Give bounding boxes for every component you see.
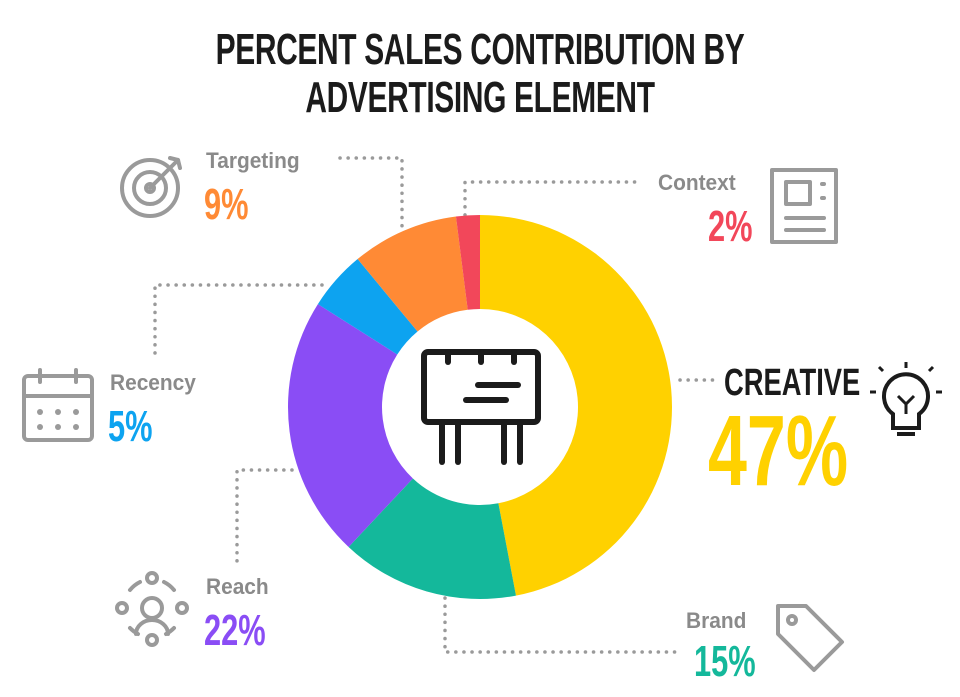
slice: [288, 304, 413, 547]
value-label: 22%: [204, 607, 266, 656]
value-label: 9%: [204, 181, 249, 230]
value-label: 2%: [708, 203, 753, 252]
value-label: 5%: [108, 403, 153, 452]
slice: [348, 478, 516, 600]
category-label: Reach: [206, 575, 269, 600]
slice: [455, 215, 480, 310]
slice: [317, 259, 418, 355]
category-label: CREATIVE: [724, 362, 860, 404]
category-label: Recency: [110, 371, 196, 396]
billboard-icon: [421, 349, 541, 465]
category-label: Context: [658, 171, 736, 196]
leader-lines: [153, 156, 716, 654]
value-label: 15%: [694, 638, 756, 687]
category-label: Brand: [686, 609, 746, 634]
chart-title: PERCENT SALES CONTRIBUTION BY ADVERTISIN…: [215, 25, 745, 122]
icons: [22, 156, 942, 672]
slice: [480, 215, 673, 596]
slice: [357, 216, 468, 332]
donut: [288, 215, 673, 600]
value-label: 47%: [708, 396, 848, 507]
category-label: Targeting: [206, 149, 300, 174]
